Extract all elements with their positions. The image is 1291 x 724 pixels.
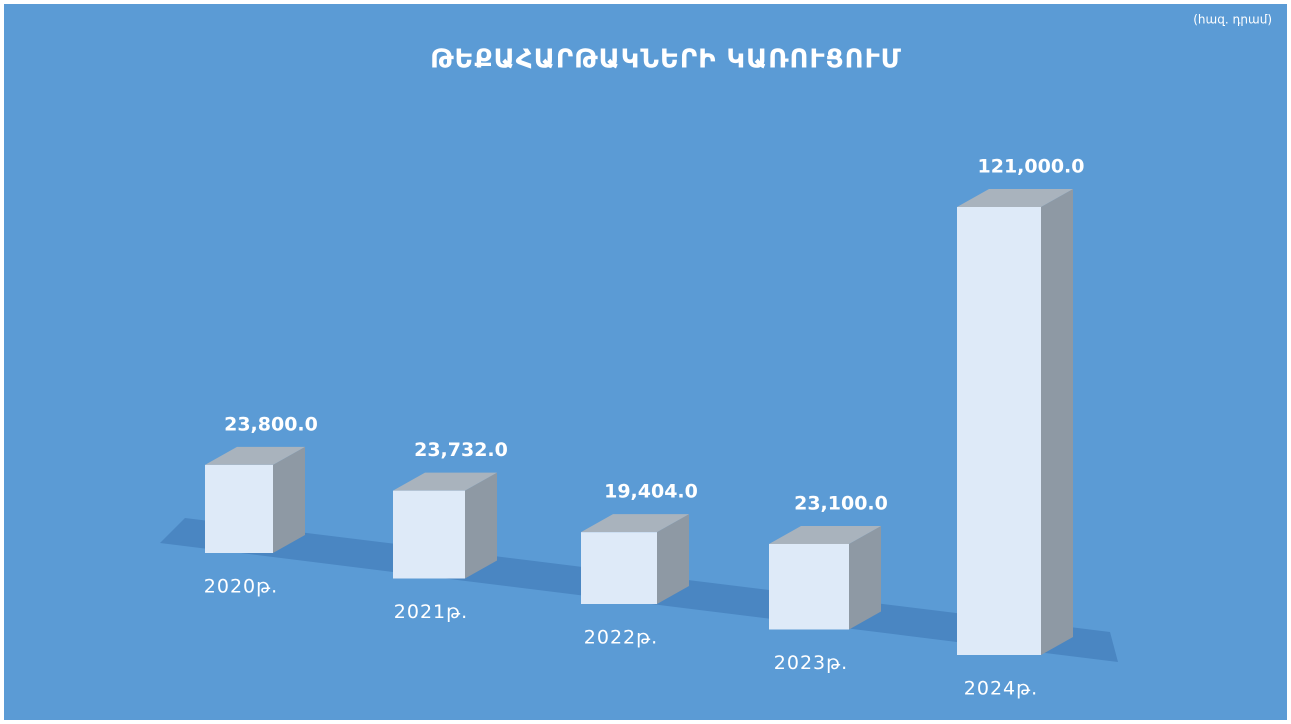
bar-side bbox=[1041, 189, 1073, 655]
bar-top bbox=[957, 189, 1073, 207]
x-tick-label: 2023թ. bbox=[774, 652, 848, 674]
data-label: 23,100.0 bbox=[794, 492, 888, 514]
unit-label: (հազ. դրամ) bbox=[1193, 13, 1272, 27]
bar bbox=[581, 532, 657, 604]
chart-title: ԹԵՔԱՀԱՐԹԱԿՆԵՐԻ ԿԱՌՈՒՑՈՒՄ bbox=[430, 45, 902, 75]
bar-side bbox=[273, 446, 305, 553]
bar-top bbox=[205, 446, 305, 465]
bar bbox=[769, 543, 849, 630]
x-tick-label: 2024թ. bbox=[964, 678, 1038, 700]
data-label: 23,732.0 bbox=[414, 439, 508, 461]
bar-side bbox=[849, 525, 881, 630]
bar-top bbox=[393, 472, 497, 491]
data-label: 121,000.0 bbox=[978, 156, 1085, 178]
x-tick-label: 2022թ. bbox=[584, 627, 658, 649]
data-label: 19,404.0 bbox=[604, 481, 698, 503]
bar bbox=[393, 490, 465, 579]
x-tick-label: 2020թ. bbox=[204, 576, 278, 598]
bar bbox=[957, 207, 1041, 655]
bar-side bbox=[465, 472, 497, 579]
bar-side bbox=[657, 514, 689, 604]
x-tick-label: 2021թ. bbox=[394, 601, 468, 623]
bar bbox=[205, 464, 273, 553]
chart-background bbox=[4, 4, 1287, 720]
bar-top bbox=[769, 525, 881, 544]
bar-top bbox=[581, 514, 689, 533]
data-label: 23,800.0 bbox=[224, 413, 318, 435]
